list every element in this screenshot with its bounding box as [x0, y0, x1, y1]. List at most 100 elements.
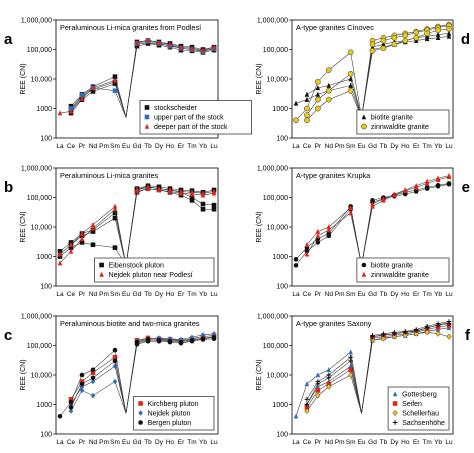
data-point — [211, 331, 217, 337]
data-point — [348, 349, 353, 355]
x-tick-label: Gd — [133, 439, 142, 446]
series-line — [59, 186, 215, 266]
data-point — [57, 260, 63, 266]
data-point — [435, 31, 441, 37]
x-tick-label: Pr — [315, 143, 322, 150]
data-point — [200, 47, 206, 53]
data-point — [424, 325, 430, 331]
data-point — [68, 103, 74, 109]
x-tick-label: Yb — [199, 143, 207, 150]
legend: stockscheider upper part of the stock deep… — [139, 100, 252, 135]
panel-a: a 100 1000 10,000 100,000 1,000,000 REE (CN) La… — [4, 18, 252, 150]
panel-c: c 100 1000 10,000 100,000 1,000,000 REE (CN) La… — [4, 314, 219, 446]
data-point — [99, 262, 104, 268]
panel-title: A-type granites Saxony — [296, 319, 372, 328]
data-point — [90, 242, 96, 248]
legend: Gottesberg Seifen Schellerhau Sachsenhöhe — [387, 386, 450, 431]
x-tick-label: Dy — [390, 291, 399, 298]
y-axis-label: REE (CN) — [20, 63, 27, 94]
data-point — [293, 413, 299, 419]
x-tick-label: Eu — [122, 439, 130, 446]
y-tick-label: 100 — [40, 432, 52, 439]
x-tick-label: Ce — [67, 439, 76, 446]
x-tick-label: Nd — [89, 291, 98, 298]
x-tick-label: Nd — [325, 143, 334, 150]
series-3 — [304, 329, 452, 415]
x-tick-label: Nd — [89, 439, 98, 446]
data-point — [361, 123, 367, 130]
legend-box — [139, 100, 252, 135]
x-tick-label: Yb — [199, 439, 207, 446]
data-point — [156, 185, 162, 191]
x-tick-label: Nd — [89, 143, 98, 150]
data-point — [211, 336, 217, 342]
data-point — [68, 245, 74, 250]
y-tick-label: 1,000,000 — [257, 166, 288, 173]
data-point — [347, 49, 354, 56]
legend-label: Nejdek pluton — [148, 411, 191, 418]
data-point — [68, 106, 74, 111]
y-axis-label: REE (CN) — [256, 359, 263, 390]
x-tick-label: Lu — [445, 143, 453, 150]
data-point — [435, 183, 441, 189]
data-point — [79, 235, 85, 242]
panel-title: A-type granites Krupka — [296, 171, 371, 180]
data-point — [90, 392, 96, 399]
x-tick-label: Ho — [401, 291, 410, 298]
data-point — [189, 198, 195, 203]
data-point — [315, 228, 321, 234]
x-tick-label: Ce — [303, 143, 312, 150]
x-tick-label: Tm — [422, 143, 431, 150]
data-point — [79, 233, 85, 239]
data-point — [370, 334, 375, 339]
x-tick-label: Ho — [166, 291, 175, 298]
x-tick-label: Yb — [434, 291, 442, 298]
panel-title: Peraluminous Li-mica granites from Podle… — [60, 23, 201, 32]
legend-label: zinnwaldite granite — [371, 124, 429, 131]
data-point — [392, 420, 398, 425]
data-point — [112, 245, 118, 250]
data-point — [57, 413, 63, 419]
legend-label: Nejdek pluton near Podlesí — [109, 272, 193, 279]
data-point — [381, 332, 386, 338]
data-point — [315, 105, 321, 112]
legend-label: Gottesberg — [402, 392, 437, 399]
data-point — [57, 251, 63, 257]
panel-title: Peraluminous Li-mica granites — [60, 171, 158, 180]
x-tick-label: Sm — [110, 143, 120, 150]
x-tick-label: Er — [413, 143, 420, 150]
x-tick-label: La — [292, 439, 300, 446]
data-point — [90, 370, 96, 375]
x-tick-label: Ho — [166, 439, 175, 446]
x-tick-label: Nd — [325, 439, 334, 446]
data-point — [446, 33, 452, 39]
y-axis-label: REE (CN) — [256, 211, 263, 242]
data-point — [424, 30, 430, 37]
data-point — [68, 108, 74, 114]
data-point — [413, 189, 419, 194]
data-point — [325, 96, 332, 103]
panel-e: e 100 1000 10,000 100,000 1,000,000 REE (CN) La… — [256, 166, 470, 299]
data-point — [304, 241, 310, 248]
legend-box — [94, 257, 215, 283]
x-tick-label: Dy — [155, 143, 164, 150]
data-point — [112, 74, 118, 79]
data-point — [90, 221, 96, 227]
y-tick-label: 100,000 — [263, 195, 288, 202]
data-point — [348, 210, 353, 216]
data-point — [189, 189, 195, 195]
x-tick-label: Ho — [401, 143, 410, 150]
data-point — [112, 358, 118, 364]
panel-letter: c — [4, 327, 12, 344]
y-tick-label: 100,000 — [27, 47, 52, 54]
data-point — [435, 27, 441, 34]
series-2 — [57, 184, 217, 266]
data-point — [304, 251, 310, 257]
x-tick-label: Er — [178, 439, 185, 446]
data-point — [90, 229, 96, 234]
x-tick-label: Yb — [199, 291, 207, 298]
x-tick-label: La — [56, 143, 64, 150]
x-tick-label: La — [56, 291, 64, 298]
y-axis-label: REE (CN) — [20, 359, 27, 390]
x-tick-label: Tm — [187, 291, 196, 298]
